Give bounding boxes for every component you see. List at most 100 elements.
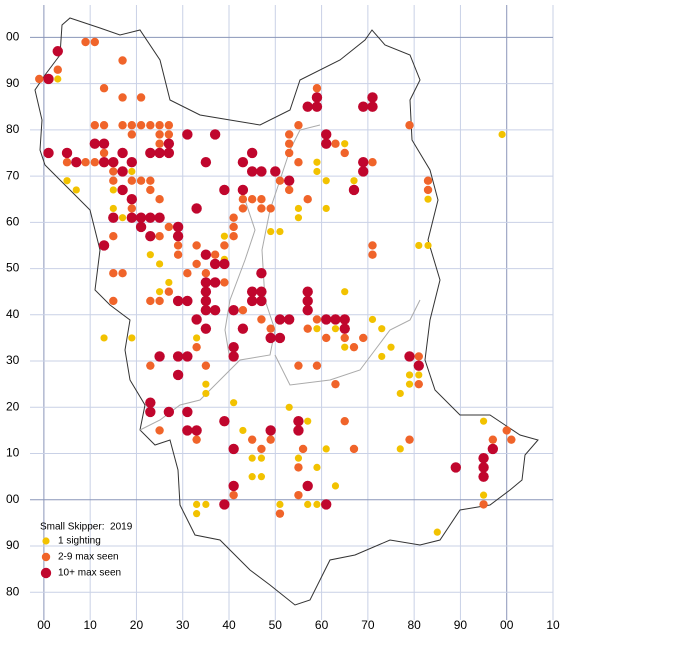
data-point: [405, 121, 414, 130]
legend: Small Skipper: 2019 1 sighting 2-9 max se…: [40, 522, 133, 579]
data-point: [248, 473, 256, 481]
data-point: [182, 406, 193, 418]
data-point: [230, 399, 238, 407]
data-point: [173, 250, 183, 259]
data-point: [413, 360, 424, 371]
data-point: [146, 361, 155, 370]
x-tick-label: 80: [407, 618, 421, 632]
data-point: [415, 371, 423, 379]
data-point: [294, 490, 303, 500]
legend-swatch: [42, 537, 50, 545]
y-tick-label: 50: [6, 261, 20, 275]
data-point: [172, 221, 184, 233]
data-point: [349, 342, 359, 352]
data-point: [219, 415, 230, 427]
data-point: [265, 425, 276, 436]
data-point: [284, 185, 294, 195]
data-point: [229, 490, 238, 500]
data-point: [330, 314, 341, 325]
x-tick-label: 40: [222, 618, 236, 632]
x-tick-label: 90: [454, 618, 468, 632]
data-point: [294, 204, 303, 213]
data-point: [155, 426, 164, 435]
data-point: [127, 121, 137, 130]
data-point: [341, 288, 349, 296]
data-point: [302, 101, 313, 112]
data-point: [99, 121, 109, 130]
data-point: [478, 452, 489, 464]
data-point: [239, 426, 247, 435]
data-point: [341, 140, 349, 148]
data-point: [193, 510, 201, 518]
data-point: [257, 473, 266, 481]
data-point: [284, 148, 294, 158]
x-tick-label: 10: [83, 618, 97, 632]
y-tick-label: 60: [6, 215, 20, 229]
data-point: [209, 277, 221, 288]
data-point: [228, 341, 239, 353]
data-point: [257, 204, 266, 213]
data-point: [127, 130, 137, 139]
data-point: [54, 75, 62, 83]
legend-title: Small Skipper: 2019: [40, 522, 133, 533]
data-point: [145, 406, 156, 418]
data-point: [340, 333, 349, 343]
data-point: [294, 214, 303, 222]
axes: 00 10 20 30 40 50 60 70 80 90 00 10 80 90 00 10 20 30 40 50…: [6, 30, 560, 633]
data-point: [182, 425, 193, 436]
data-point: [450, 462, 462, 473]
data-point: [498, 130, 506, 139]
data-point: [202, 500, 210, 508]
data-point: [155, 232, 164, 241]
data-point: [117, 184, 128, 196]
data-point: [313, 325, 321, 333]
data-point: [108, 157, 119, 168]
data-point: [313, 500, 321, 508]
data-point: [164, 130, 174, 139]
x-tick-label: 10: [546, 618, 560, 632]
data-point: [90, 37, 99, 47]
data-point: [256, 295, 267, 307]
data-point: [163, 406, 175, 418]
data-point: [193, 334, 201, 342]
data-point: [219, 258, 230, 270]
data-point: [200, 304, 212, 316]
data-point: [128, 334, 136, 342]
data-point: [220, 241, 229, 250]
data-point: [246, 295, 258, 307]
data-point: [433, 528, 441, 536]
data-point: [350, 177, 358, 185]
data-point: [248, 454, 256, 462]
data-point: [479, 417, 488, 425]
data-point: [293, 425, 304, 436]
data-point: [322, 445, 330, 453]
data-point: [135, 221, 147, 233]
data-point: [405, 380, 414, 388]
data-point: [155, 195, 164, 204]
data-point: [155, 139, 164, 148]
data-point: [294, 158, 303, 167]
data-point: [118, 56, 127, 65]
district-boundary: [224, 199, 256, 361]
data-point: [302, 304, 313, 316]
data-point: [302, 480, 313, 492]
data-point: [202, 380, 210, 388]
y-tick-label: 00: [6, 492, 20, 506]
data-point: [283, 175, 295, 186]
data-point: [304, 417, 312, 425]
data-point: [298, 444, 308, 454]
data-point: [487, 443, 499, 455]
data-point: [257, 444, 266, 454]
data-point: [109, 186, 117, 194]
data-point: [128, 167, 136, 176]
x-tick-label: 60: [315, 618, 329, 632]
data-point: [165, 278, 173, 287]
grid: [30, 5, 554, 620]
y-tick-label: 30: [6, 353, 20, 367]
data-point: [257, 195, 266, 204]
data-point: [368, 241, 377, 250]
data-point: [164, 121, 174, 130]
data-point: [340, 148, 349, 158]
